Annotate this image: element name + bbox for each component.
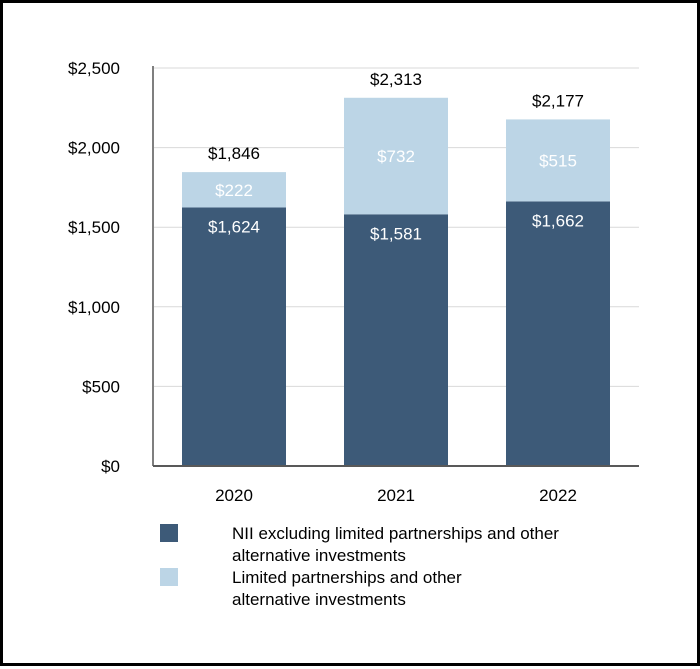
y-tick-label: $1,500 [68, 218, 120, 237]
y-tick-label: $2,000 [68, 139, 120, 158]
bar-value-label: $1,581 [370, 224, 422, 243]
stacked-bar-chart: $0 $500 $1,000 $1,500 $2,000 $2,500 2020 2021 20… [68, 59, 639, 609]
legend-label: NII excluding limited partnerships and o… [232, 524, 559, 543]
y-tick-label: $1,000 [68, 298, 120, 317]
y-tick-label: $500 [82, 377, 120, 396]
legend: NII excluding limited partnerships and o… [160, 524, 559, 609]
bar-value-label: $1,662 [532, 211, 584, 230]
legend-swatch [160, 568, 178, 586]
y-tick-label: $2,500 [68, 59, 120, 78]
axes: $0 $500 $1,000 $1,500 $2,000 $2,500 2020 2021 20… [68, 59, 639, 505]
y-tick-label: $0 [101, 457, 120, 476]
x-tick-label: 2020 [215, 486, 253, 505]
legend-label: alternative investments [232, 590, 406, 609]
bar-segment [506, 119, 610, 202]
x-tick-label: 2022 [539, 486, 577, 505]
legend-label: Limited partnerships and other [232, 568, 462, 587]
bar-value-label: $515 [539, 151, 577, 170]
bar-total-label: $2,177 [532, 91, 584, 110]
bar-segment [344, 214, 448, 466]
x-tick-label: 2021 [377, 486, 415, 505]
bar-total-label: $2,313 [370, 70, 422, 89]
data-labels: $1,624 $222 $1,846 $1,581 $732 $2,313 $1,662 $5… [208, 70, 584, 244]
bar-value-label: $732 [377, 147, 415, 166]
bars [182, 97, 610, 466]
bar-value-label: $1,624 [208, 217, 260, 236]
bar-segment [506, 201, 610, 466]
legend-label: alternative investments [232, 546, 406, 565]
bar-segment [344, 97, 448, 215]
bar-segment [182, 207, 286, 466]
bar-segment [182, 172, 286, 208]
bar-value-label: $222 [215, 181, 253, 200]
legend-swatch [160, 524, 178, 542]
bar-total-label: $1,846 [208, 144, 260, 163]
